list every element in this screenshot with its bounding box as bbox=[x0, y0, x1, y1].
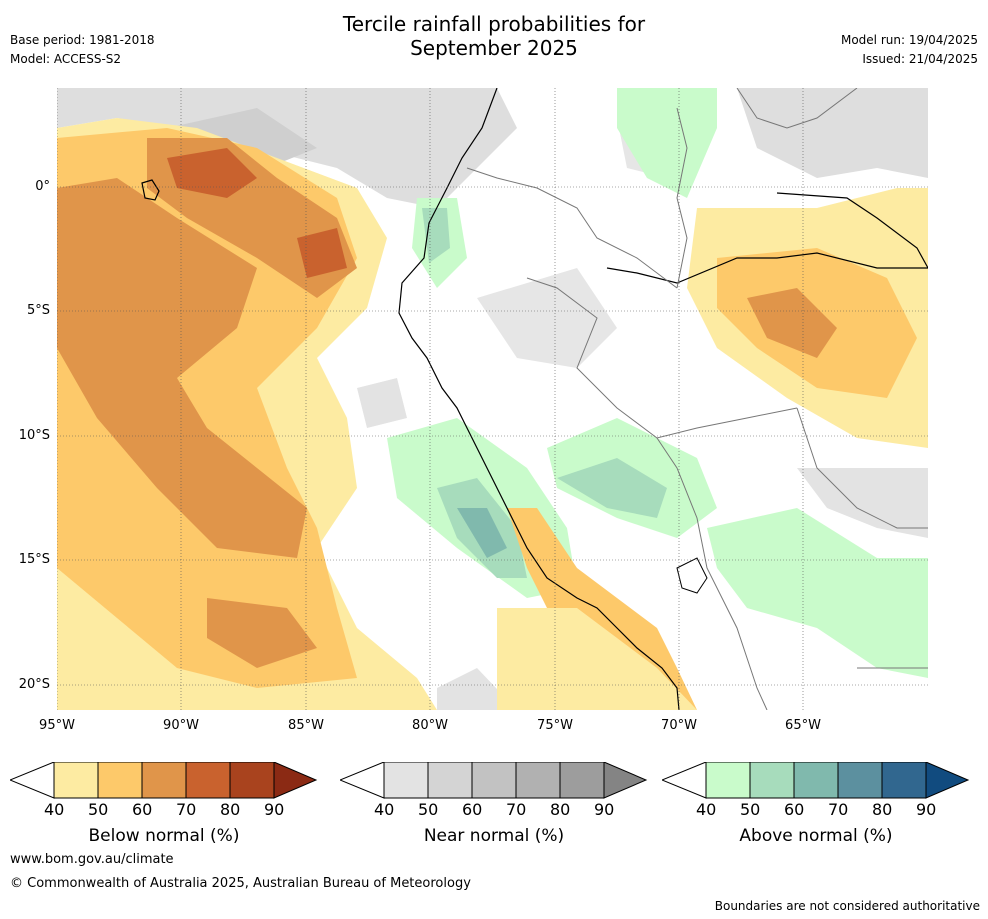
tick-above-90: 90 bbox=[916, 800, 937, 819]
below-normal-shading bbox=[57, 118, 928, 710]
tick-above-80: 80 bbox=[872, 800, 893, 819]
tick-below-60: 60 bbox=[132, 800, 153, 819]
lon-label-65w: 65°W bbox=[785, 718, 821, 733]
colorbar-above-title: Above normal (%) bbox=[739, 826, 893, 846]
tick-above-70: 70 bbox=[828, 800, 849, 819]
tick-above-50: 50 bbox=[740, 800, 761, 819]
copyright-text: © Commonwealth of Australia 2025, Austra… bbox=[10, 876, 471, 891]
tick-above-40: 40 bbox=[696, 800, 717, 819]
meta-right: Model run: 19/04/2025 Issued: 21/04/2025 bbox=[841, 31, 978, 69]
country-borders bbox=[466, 88, 928, 710]
lon-label-85w: 85°W bbox=[288, 718, 324, 733]
base-period-text: Base period: 1981-2018 bbox=[10, 33, 155, 47]
rainfall-probability-map bbox=[57, 88, 928, 710]
colorbar-near-normal: 40 50 60 70 80 90 Near normal (%) bbox=[338, 761, 648, 857]
lon-label-90w: 90°W bbox=[163, 718, 199, 733]
map-title: Tercile rainfall probabilities for Septe… bbox=[0, 12, 988, 60]
tick-near-70: 70 bbox=[506, 800, 527, 819]
colorbar-below-normal-swatches bbox=[8, 761, 318, 799]
map-panel bbox=[57, 88, 928, 710]
tick-below-80: 80 bbox=[220, 800, 241, 819]
lat-label-20s: 20°S bbox=[18, 677, 50, 692]
lon-label-70w: 70°W bbox=[661, 718, 697, 733]
lon-label-80w: 80°W bbox=[412, 718, 448, 733]
tick-above-60: 60 bbox=[784, 800, 805, 819]
colorbar-near-title: Near normal (%) bbox=[423, 826, 565, 846]
disclaimer-text: Boundaries are not considered authoritat… bbox=[714, 899, 980, 913]
lon-label-95w: 95°W bbox=[39, 718, 75, 733]
tick-near-80: 80 bbox=[550, 800, 571, 819]
tick-below-50: 50 bbox=[88, 800, 109, 819]
colorbar-near-normal-swatches bbox=[338, 761, 648, 799]
tick-near-40: 40 bbox=[374, 800, 395, 819]
colorbar-below-title: Below normal (%) bbox=[88, 826, 240, 846]
tick-below-90: 90 bbox=[264, 800, 285, 819]
tick-near-60: 60 bbox=[462, 800, 483, 819]
coastline bbox=[141, 88, 928, 710]
colorbar-above-normal-swatches bbox=[660, 761, 970, 799]
lat-label-15s: 15°S bbox=[18, 552, 50, 567]
model-text: Model: ACCESS-S2 bbox=[10, 52, 122, 66]
lon-label-75w: 75°W bbox=[537, 718, 573, 733]
colorbar-below-normal: 40 50 60 70 80 90 Below normal (%) bbox=[8, 761, 318, 857]
tick-below-70: 70 bbox=[176, 800, 197, 819]
meta-left: Base period: 1981-2018 Model: ACCESS-S2 bbox=[10, 31, 155, 69]
title-line-1: Tercile rainfall probabilities for bbox=[342, 12, 646, 36]
colorbar-above-normal: 40 50 60 70 80 90 Above normal (%) bbox=[660, 761, 970, 857]
title-line-2: September 2025 bbox=[410, 36, 578, 60]
website-link[interactable]: www.bom.gov.au/climate bbox=[10, 852, 174, 867]
tick-below-40: 40 bbox=[44, 800, 65, 819]
tick-near-90: 90 bbox=[594, 800, 615, 819]
gridlines bbox=[57, 88, 928, 710]
model-run-text: Model run: 19/04/2025 bbox=[840, 33, 978, 47]
lat-label-5s: 5°S bbox=[26, 303, 50, 318]
tick-near-50: 50 bbox=[418, 800, 439, 819]
issued-text: Issued: 21/04/2025 bbox=[862, 52, 978, 66]
lat-label-0: 0° bbox=[35, 179, 50, 194]
lat-label-10s: 10°S bbox=[18, 428, 50, 443]
